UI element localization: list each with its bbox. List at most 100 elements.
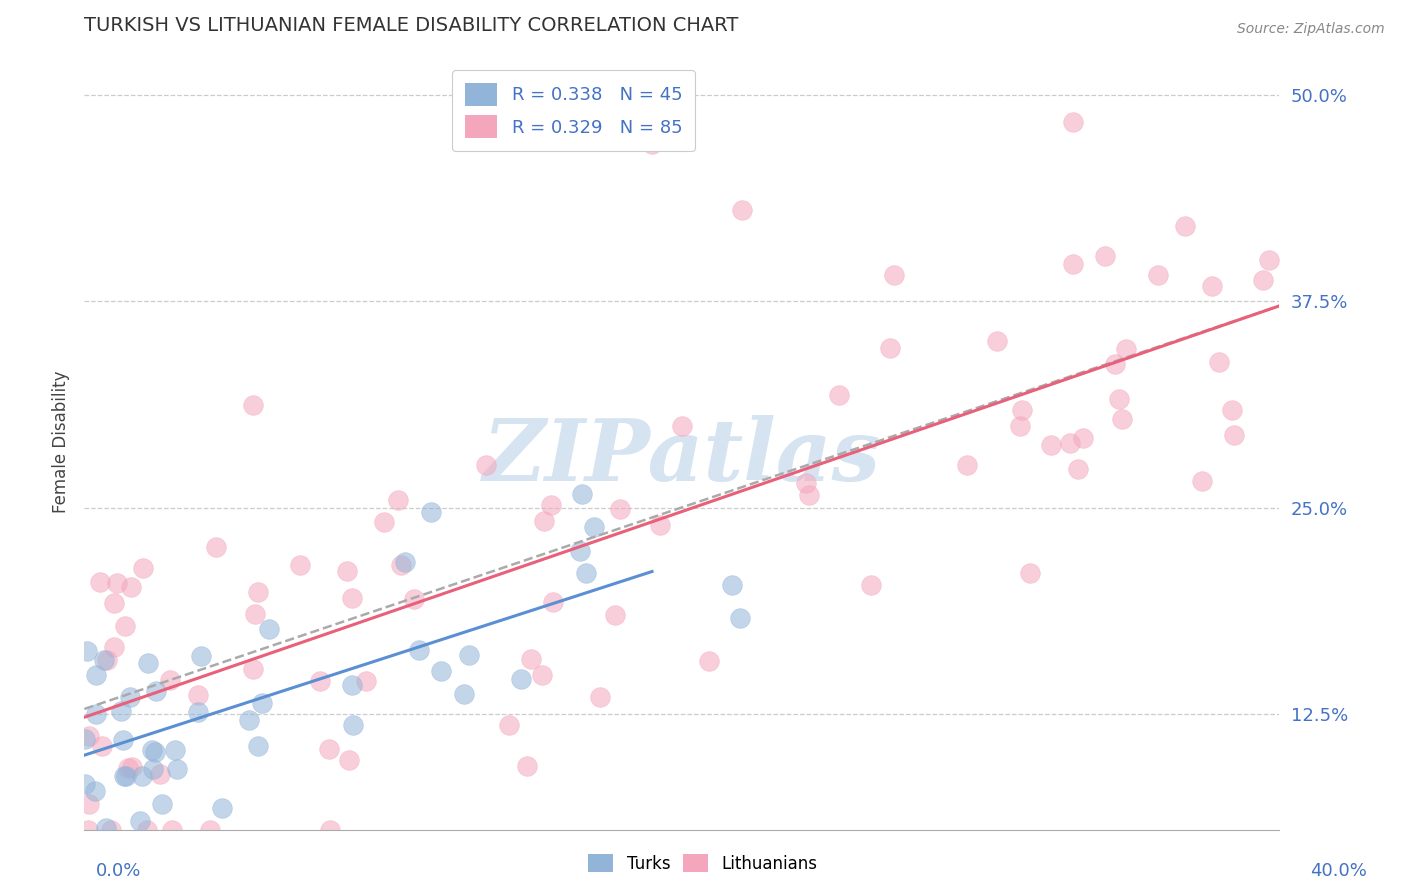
Point — [136, 822, 159, 837]
Point — [589, 690, 612, 705]
Point — [103, 595, 125, 609]
Point — [117, 761, 139, 775]
Point — [290, 558, 312, 572]
Point — [986, 334, 1008, 348]
Point — [387, 493, 409, 508]
Point — [250, 696, 273, 710]
Point — [141, 743, 163, 757]
Point — [583, 519, 606, 533]
Point — [159, 673, 181, 687]
Point — [160, 822, 183, 837]
Point — [77, 797, 100, 812]
Point — [1059, 435, 1081, 450]
Point — [356, 674, 378, 689]
Point — [1062, 115, 1084, 129]
Text: 0.0%: 0.0% — [96, 862, 141, 880]
Point — [342, 678, 364, 692]
Point — [114, 769, 136, 783]
Point — [641, 137, 664, 152]
Point — [408, 643, 430, 657]
Point — [540, 499, 562, 513]
Point — [1115, 342, 1137, 356]
Point — [163, 743, 186, 757]
Point — [73, 731, 96, 746]
Point — [879, 341, 901, 355]
Point — [77, 822, 100, 837]
Point — [1174, 219, 1197, 234]
Y-axis label: Female Disability: Female Disability — [52, 370, 70, 513]
Point — [257, 622, 280, 636]
Point — [340, 591, 363, 605]
Point — [1019, 566, 1042, 580]
Point — [318, 741, 340, 756]
Point — [342, 718, 364, 732]
Point — [187, 705, 209, 719]
Point — [1039, 438, 1062, 452]
Point — [956, 458, 979, 472]
Point — [75, 777, 97, 791]
Point — [520, 652, 543, 666]
Point — [1104, 357, 1126, 371]
Point — [1062, 257, 1084, 271]
Point — [671, 419, 693, 434]
Point — [699, 654, 721, 668]
Point — [799, 488, 821, 502]
Point — [1073, 431, 1095, 445]
Point — [457, 648, 479, 662]
Point — [571, 487, 593, 501]
Point — [112, 732, 135, 747]
Point — [1011, 402, 1033, 417]
Point — [131, 769, 153, 783]
Point — [1008, 418, 1031, 433]
Point — [103, 640, 125, 654]
Point — [402, 591, 425, 606]
Point — [1251, 273, 1274, 287]
Point — [136, 656, 159, 670]
Point — [90, 739, 112, 753]
Point — [541, 595, 564, 609]
Point — [1223, 428, 1246, 442]
Point — [1094, 248, 1116, 262]
Point — [731, 203, 754, 218]
Point — [246, 585, 269, 599]
Point — [574, 566, 596, 580]
Point — [245, 607, 267, 621]
Point — [132, 561, 155, 575]
Point — [246, 739, 269, 753]
Point — [76, 644, 98, 658]
Point — [309, 673, 332, 688]
Point — [1201, 278, 1223, 293]
Point — [242, 398, 264, 412]
Point — [121, 760, 143, 774]
Point — [430, 664, 453, 678]
Point — [96, 653, 118, 667]
Point — [794, 476, 817, 491]
Point — [337, 753, 360, 767]
Point — [77, 729, 100, 743]
Point — [373, 515, 395, 529]
Point — [1111, 411, 1133, 425]
Point — [603, 608, 626, 623]
Point — [211, 801, 233, 815]
Point — [166, 762, 188, 776]
Text: ZIPatlas: ZIPatlas — [482, 416, 882, 499]
Point — [120, 580, 142, 594]
Point — [720, 577, 742, 591]
Point — [1191, 474, 1213, 488]
Point — [1066, 462, 1088, 476]
Point — [883, 268, 905, 283]
Point — [498, 717, 520, 731]
Point — [110, 704, 132, 718]
Point — [516, 759, 538, 773]
Point — [319, 822, 342, 837]
Point — [198, 822, 221, 837]
Text: 40.0%: 40.0% — [1310, 862, 1367, 880]
Point — [112, 768, 135, 782]
Point — [730, 611, 752, 625]
Point — [114, 618, 136, 632]
Point — [394, 555, 416, 569]
Text: TURKISH VS LITHUANIAN FEMALE DISABILITY CORRELATION CHART: TURKISH VS LITHUANIAN FEMALE DISABILITY … — [84, 16, 738, 36]
Point — [205, 540, 228, 554]
Point — [93, 652, 115, 666]
Point — [827, 388, 849, 402]
